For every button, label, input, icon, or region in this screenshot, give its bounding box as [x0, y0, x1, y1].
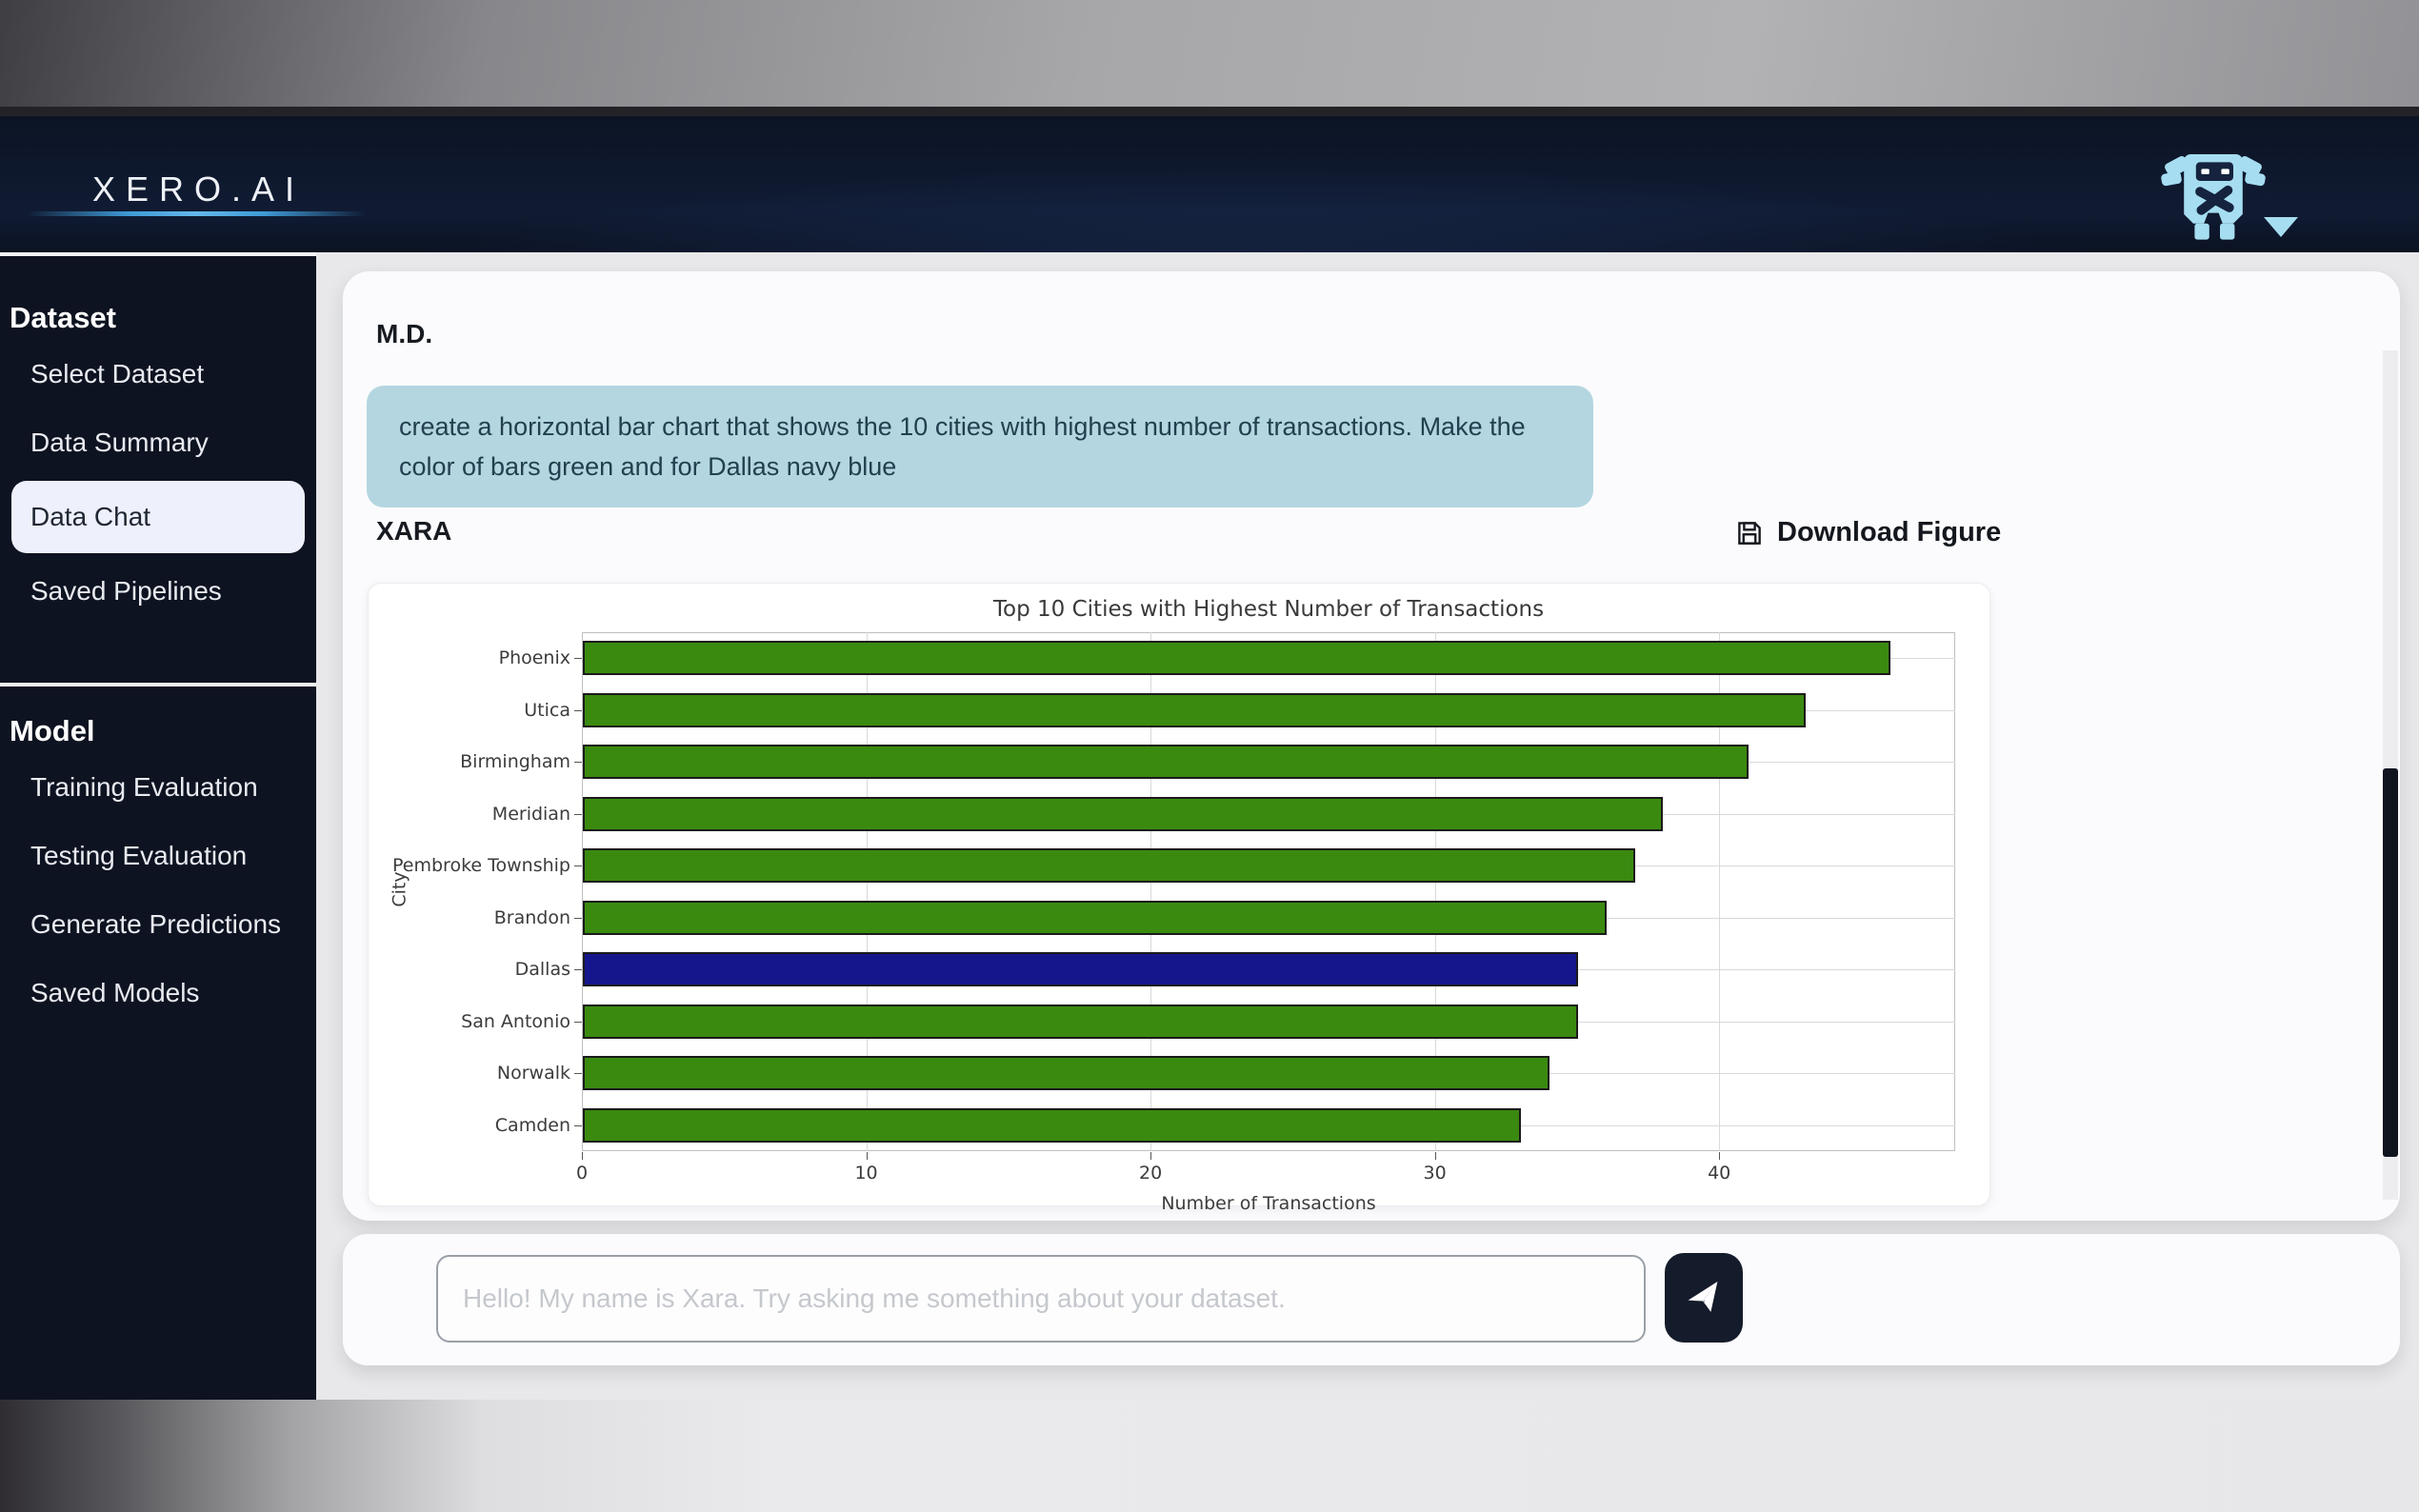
user-message-bubble: create a horizontal bar chart that shows… [367, 386, 1593, 507]
bar-phoenix [583, 641, 1891, 676]
user-initials: M.D. [376, 319, 433, 348]
download-figure-label: Download Figure [1777, 517, 2002, 547]
category-label-0: Phoenix [498, 647, 570, 669]
sidebar: Dataset Select Dataset Data Summary Data Ch… [0, 252, 316, 1400]
scrollbar-thumb[interactable] [2383, 768, 2398, 1157]
figure-card: Top 10 Cities with Highest Number of Tra… [368, 583, 1990, 1214]
category-label-2: Birmingham [460, 751, 570, 773]
xtick-mark-0 [582, 1152, 583, 1160]
xtick-label-30: 30 [1423, 1163, 1447, 1184]
gridline-x-30 [1434, 632, 1436, 1151]
sidebar-item-saved-models[interactable]: Saved Models [30, 978, 200, 1007]
gridline-x-40 [1719, 632, 1721, 1151]
xtick-mark-10 [866, 1152, 868, 1160]
bar-san-antonio [583, 1004, 1578, 1039]
sidebar-item-testing-evaluation[interactable]: Testing Evaluation [30, 841, 248, 870]
app-header: XERO.AI [0, 116, 2419, 252]
ytick-mark-7 [574, 1021, 582, 1023]
ytick-mark-4 [574, 865, 582, 867]
chat-panel: M.D. create a horizontal bar chart that … [343, 271, 2400, 1221]
sidebar-item-generate-predictions[interactable]: Generate Predictions [30, 909, 282, 939]
xtick-mark-40 [1719, 1152, 1721, 1160]
sidebar-item-training-evaluation[interactable]: Training Evaluation [30, 772, 258, 802]
ytick-mark-5 [574, 917, 582, 919]
category-label-5: Brandon [493, 906, 570, 928]
xtick-label-20: 20 [1139, 1163, 1163, 1184]
sidebar-item-data-chat[interactable]: Data Chat [11, 481, 305, 553]
xtick-label-40: 40 [1708, 1163, 1731, 1184]
gridline-x-20 [1150, 632, 1152, 1151]
download-figure-button[interactable]: Download Figure [1735, 517, 2001, 548]
ytick-mark-8 [574, 1073, 582, 1075]
chat-message-input[interactable] [436, 1255, 1646, 1343]
category-label-6: Dallas [514, 959, 570, 981]
category-label-8: Norwalk [496, 1063, 570, 1084]
assistant-name: XARA [376, 516, 452, 546]
bar-utica [583, 692, 1806, 727]
ytick-mark-1 [574, 709, 582, 711]
robot-mascot-icon[interactable] [2143, 141, 2284, 248]
xtick-mark-20 [1150, 1152, 1152, 1160]
bar-dallas [583, 952, 1578, 987]
window-top-band [0, 0, 2419, 107]
gridline-x-10 [866, 632, 868, 1151]
save-floppy-icon [1738, 521, 1761, 545]
bar-brandon [583, 900, 1607, 935]
sidebar-item-data-summary[interactable]: Data Summary [30, 428, 209, 457]
ytick-mark-0 [574, 658, 582, 660]
bar-meridian [583, 796, 1664, 831]
ytick-mark-9 [574, 1124, 582, 1126]
category-label-7: San Antonio [461, 1010, 570, 1032]
xtick-mark-30 [1434, 1152, 1436, 1160]
sidebar-item-select-dataset[interactable]: Select Dataset [30, 359, 205, 388]
send-button[interactable] [1665, 1253, 1743, 1343]
category-label-3: Meridian [491, 803, 570, 825]
ytick-mark-2 [574, 762, 582, 764]
bar-pembroke-township [583, 848, 1635, 884]
band-divider [0, 107, 2419, 116]
chat-input-panel [343, 1234, 2400, 1365]
ytick-mark-6 [574, 969, 582, 971]
chart-xlabel: Number of Transactions [1161, 1193, 1376, 1214]
bar-camden [583, 1107, 1522, 1143]
sidebar-section-title-dataset: Dataset [10, 301, 116, 334]
category-label-9: Camden [494, 1114, 570, 1136]
bar-birmingham [583, 745, 1749, 780]
bar-norwalk [583, 1056, 1550, 1091]
app-logo: XERO.AI [92, 169, 306, 209]
category-label-4: Pembroke Township [392, 855, 570, 877]
category-label-1: Utica [524, 699, 570, 721]
xtick-label-10: 10 [854, 1163, 878, 1184]
sidebar-section-divider [0, 683, 316, 686]
chevron-down-icon[interactable] [2264, 217, 2298, 237]
chart-title: Top 10 Cities with Highest Number of Tra… [992, 597, 1545, 622]
sidebar-item-saved-pipelines[interactable]: Saved Pipelines [30, 576, 222, 606]
ytick-mark-3 [574, 813, 582, 815]
window-bottom-band [0, 1400, 2419, 1512]
sidebar-section-title-model: Model [10, 714, 95, 747]
xtick-label-0: 0 [575, 1163, 589, 1184]
logo-underline [27, 211, 366, 216]
paper-plane-icon [1688, 1281, 1718, 1312]
